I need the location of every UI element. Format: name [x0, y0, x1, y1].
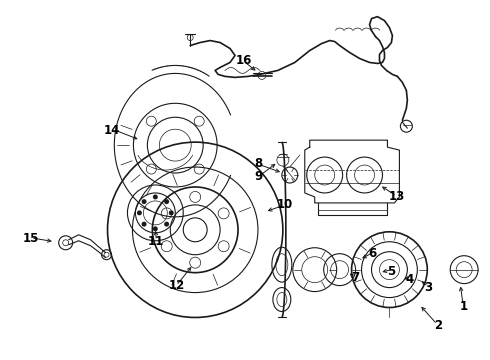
Text: 12: 12	[169, 279, 185, 292]
Text: 4: 4	[406, 273, 414, 286]
Text: 6: 6	[368, 247, 376, 260]
Text: 7: 7	[351, 271, 359, 284]
Circle shape	[164, 199, 169, 204]
Polygon shape	[305, 140, 399, 203]
Text: 14: 14	[104, 124, 121, 137]
Circle shape	[169, 210, 174, 215]
Text: 11: 11	[148, 235, 164, 248]
Circle shape	[153, 226, 158, 231]
Text: 9: 9	[254, 170, 263, 183]
Circle shape	[153, 194, 158, 199]
Circle shape	[142, 222, 147, 227]
Text: 16: 16	[236, 54, 252, 67]
Text: 8: 8	[254, 157, 263, 170]
Text: 5: 5	[387, 265, 395, 278]
Text: 10: 10	[277, 198, 293, 211]
Circle shape	[142, 199, 147, 204]
Text: 1: 1	[460, 300, 468, 313]
Circle shape	[137, 210, 142, 215]
Text: 3: 3	[424, 281, 432, 294]
Circle shape	[164, 222, 169, 227]
Text: 15: 15	[23, 231, 39, 244]
Text: 13: 13	[388, 190, 404, 203]
Text: 2: 2	[434, 319, 442, 332]
